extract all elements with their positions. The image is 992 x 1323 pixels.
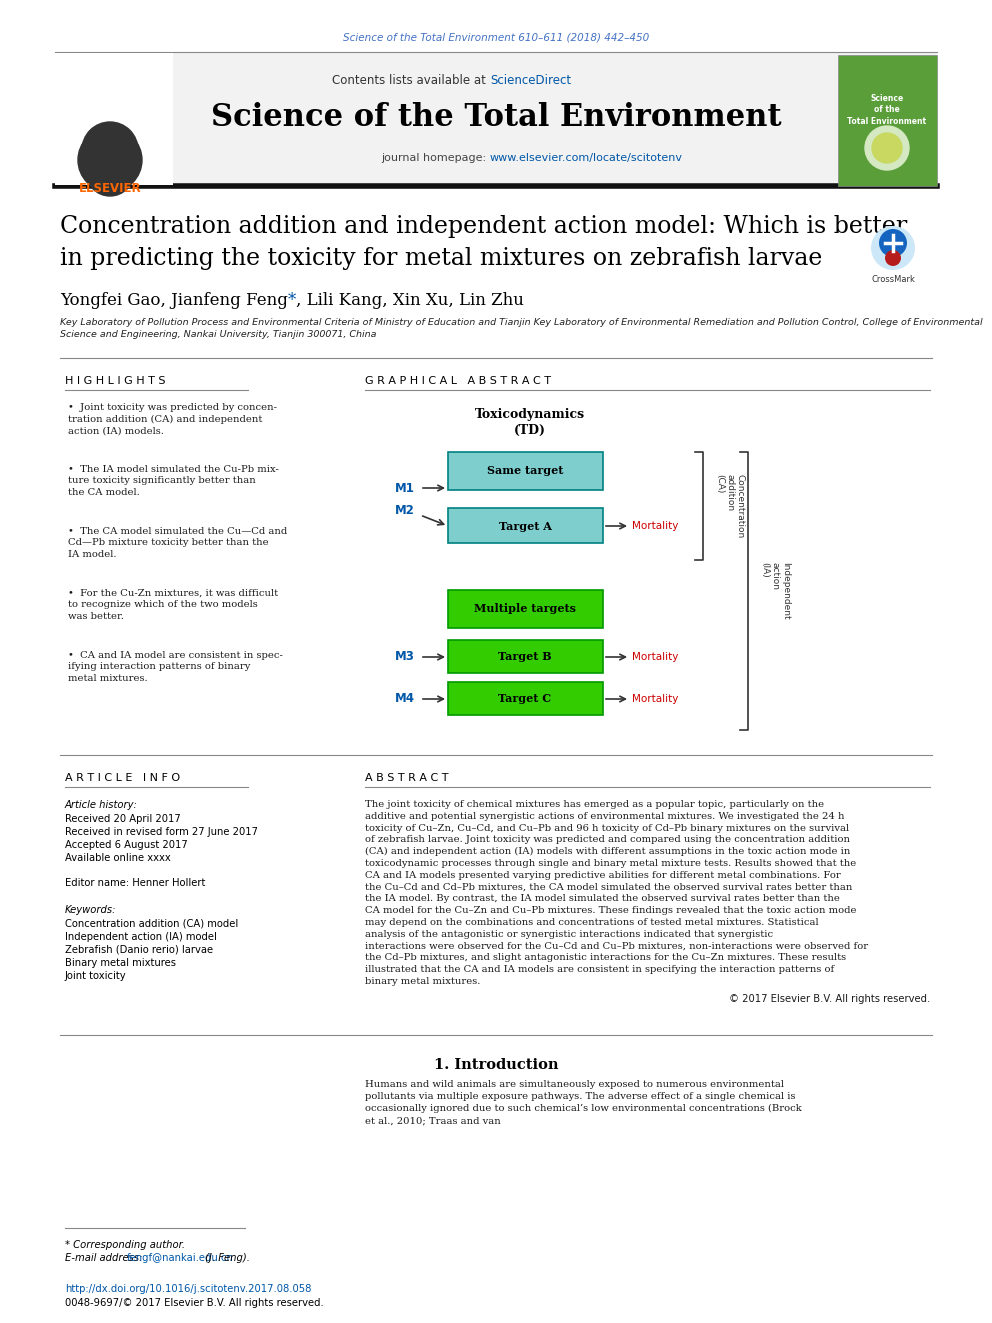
Text: Available online xxxx: Available online xxxx [65, 853, 171, 863]
Text: Science of the Total Environment: Science of the Total Environment [210, 102, 782, 134]
Text: Target A: Target A [499, 520, 552, 532]
Text: A R T I C L E   I N F O: A R T I C L E I N F O [65, 773, 181, 783]
Text: Independent action (IA) model: Independent action (IA) model [65, 931, 217, 942]
Circle shape [78, 128, 142, 192]
Text: pollutants via multiple exposure pathways. The adverse effect of a single chemic: pollutants via multiple exposure pathway… [365, 1091, 796, 1101]
Text: M3: M3 [395, 651, 415, 664]
Text: , Lili Kang, Xin Xu, Lin Zhu: , Lili Kang, Xin Xu, Lin Zhu [296, 292, 524, 310]
Text: (TD): (TD) [514, 423, 546, 437]
Text: ScienceDirect: ScienceDirect [490, 74, 571, 86]
Text: of zebrafish larvae. Joint toxicity was predicted and compared using the concent: of zebrafish larvae. Joint toxicity was … [365, 835, 850, 844]
Text: M1: M1 [395, 482, 415, 495]
Text: •  Joint toxicity was predicted by concen-
tration addition (CA) and independent: • Joint toxicity was predicted by concen… [68, 404, 277, 435]
Text: http://dx.doi.org/10.1016/j.scitotenv.2017.08.058: http://dx.doi.org/10.1016/j.scitotenv.20… [65, 1285, 311, 1294]
Bar [448, 681, 603, 714]
Text: Contents lists available at: Contents lists available at [332, 74, 490, 86]
Text: E-mail address:: E-mail address: [65, 1253, 146, 1263]
Text: Mortality: Mortality [632, 652, 679, 662]
Text: A B S T R A C T: A B S T R A C T [365, 773, 448, 783]
Text: © 2017 Elsevier B.V. All rights reserved.: © 2017 Elsevier B.V. All rights reserved… [729, 994, 930, 1004]
Text: Accepted 6 August 2017: Accepted 6 August 2017 [65, 840, 187, 849]
Text: may depend on the combinations and concentrations of tested metal mixtures. Stat: may depend on the combinations and conce… [365, 918, 818, 927]
Text: Science
of the
Total Environment: Science of the Total Environment [847, 94, 927, 126]
Text: 1. Introduction: 1. Introduction [434, 1058, 558, 1072]
Text: Science of the Total Environment 610–611 (2018) 442–450: Science of the Total Environment 610–611… [343, 33, 649, 44]
Bar [448, 452, 603, 490]
Text: CA and IA models presented varying predictive abilities for different metal comb: CA and IA models presented varying predi… [365, 871, 841, 880]
Text: analysis of the antagonistic or synergistic interactions indicated that synergis: analysis of the antagonistic or synergis… [365, 930, 773, 939]
Text: •  CA and IA model are consistent in spec-
ifying interaction patterns of binary: • CA and IA model are consistent in spec… [68, 651, 283, 683]
Text: toxicodynamic processes through single and binary metal mixture tests. Results s: toxicodynamic processes through single a… [365, 859, 856, 868]
Text: Zebrafish (Danio rerio) larvae: Zebrafish (Danio rerio) larvae [65, 945, 213, 955]
Text: Yongfei Gao, Jianfeng Feng: Yongfei Gao, Jianfeng Feng [60, 292, 293, 310]
Circle shape [86, 148, 134, 196]
Text: Same target: Same target [487, 466, 563, 476]
Text: Binary metal mixtures: Binary metal mixtures [65, 958, 176, 968]
Text: CrossMark: CrossMark [871, 275, 915, 284]
Text: journal homepage:: journal homepage: [381, 153, 490, 163]
Text: interactions were observed for the Cu–Cd and Cu–Pb mixtures, non-interactions we: interactions were observed for the Cu–Cd… [365, 942, 868, 951]
Text: et al., 2010; Traas and van: et al., 2010; Traas and van [365, 1117, 501, 1125]
Circle shape [865, 126, 909, 169]
Text: •  The CA model simulated the Cu—Cd and
Cd—Pb mixture toxicity better than the
I: • The CA model simulated the Cu—Cd and C… [68, 527, 288, 558]
Text: Joint toxicity: Joint toxicity [65, 971, 127, 980]
Text: Target B: Target B [498, 651, 552, 663]
Text: •  The IA model simulated the Cu-Pb mix-
ture toxicity significantly better than: • The IA model simulated the Cu-Pb mix- … [68, 464, 279, 497]
Text: Key Laboratory of Pollution Process and Environmental Criteria of Ministry of Ed: Key Laboratory of Pollution Process and … [60, 318, 983, 339]
Bar [448, 508, 603, 542]
Text: (J. Feng).: (J. Feng). [202, 1253, 250, 1263]
Text: ELSEVIER: ELSEVIER [78, 181, 141, 194]
Circle shape [885, 250, 901, 266]
Polygon shape [107, 168, 113, 183]
Text: Received in revised form 27 June 2017: Received in revised form 27 June 2017 [65, 827, 258, 837]
Text: occasionally ignored due to such chemical’s low environmental concentrations (Br: occasionally ignored due to such chemica… [365, 1103, 802, 1113]
Text: the Cu–Cd and Cd–Pb mixtures, the CA model simulated the observed survival rates: the Cu–Cd and Cd–Pb mixtures, the CA mod… [365, 882, 852, 892]
Bar [55, 53, 937, 185]
Text: M2: M2 [395, 504, 415, 516]
Circle shape [871, 226, 915, 270]
Text: the Cd–Pb mixtures, and slight antagonistic interactions for the Cu–Zn mixtures.: the Cd–Pb mixtures, and slight antagonis… [365, 954, 846, 962]
Text: Humans and wild animals are simultaneously exposed to numerous environmental: Humans and wild animals are simultaneous… [365, 1080, 784, 1089]
Text: * Corresponding author.: * Corresponding author. [65, 1240, 185, 1250]
Text: *: * [288, 292, 297, 310]
Bar [448, 590, 603, 628]
Text: Editor name: Henner Hollert: Editor name: Henner Hollert [65, 878, 205, 888]
Text: Mortality: Mortality [632, 695, 679, 704]
Text: toxicity of Cu–Zn, Cu–Cd, and Cu–Pb and 96 h toxicity of Cd–Pb binary mixtures o: toxicity of Cu–Zn, Cu–Cd, and Cu–Pb and … [365, 824, 849, 832]
Text: Independent
action
(IA): Independent action (IA) [760, 562, 790, 619]
Text: www.elsevier.com/locate/scitotenv: www.elsevier.com/locate/scitotenv [490, 153, 683, 163]
Bar [448, 640, 603, 673]
Text: the IA model. By contrast, the IA model simulated the observed survival rates be: the IA model. By contrast, the IA model … [365, 894, 840, 904]
Text: illustrated that the CA and IA models are consistent in specifying the interacti: illustrated that the CA and IA models ar… [365, 966, 834, 974]
Text: Concentration
addition
(CA): Concentration addition (CA) [715, 474, 745, 538]
Text: (CA) and independent action (IA) models with different assumptions in the toxic : (CA) and independent action (IA) models … [365, 847, 850, 856]
Text: G R A P H I C A L   A B S T R A C T: G R A P H I C A L A B S T R A C T [365, 376, 551, 386]
Circle shape [872, 134, 902, 163]
Text: Toxicodynamics: Toxicodynamics [475, 407, 585, 421]
Bar [55, 53, 173, 185]
Text: M4: M4 [395, 692, 415, 705]
Circle shape [82, 122, 138, 179]
Text: 0048-9697/© 2017 Elsevier B.V. All rights reserved.: 0048-9697/© 2017 Elsevier B.V. All right… [65, 1298, 323, 1308]
Text: Article history:: Article history: [65, 800, 138, 810]
Text: Multiple targets: Multiple targets [474, 603, 576, 614]
Text: Target C: Target C [498, 693, 552, 705]
Circle shape [879, 229, 907, 257]
Text: binary metal mixtures.: binary metal mixtures. [365, 976, 480, 986]
Text: Keywords:: Keywords: [65, 905, 116, 916]
Text: Mortality: Mortality [632, 521, 679, 531]
Text: Received 20 April 2017: Received 20 April 2017 [65, 814, 181, 824]
Text: •  For the Cu-Zn mixtures, it was difficult
to recognize which of the two models: • For the Cu-Zn mixtures, it was difficu… [68, 589, 278, 620]
Text: The joint toxicity of chemical mixtures has emerged as a popular topic, particul: The joint toxicity of chemical mixtures … [365, 800, 824, 808]
Text: fengf@nankai.edu.cn: fengf@nankai.edu.cn [127, 1253, 234, 1263]
Text: additive and potential synergistic actions of environmental mixtures. We investi: additive and potential synergistic actio… [365, 812, 844, 820]
Text: Concentration addition (CA) model: Concentration addition (CA) model [65, 919, 238, 929]
Bar [838, 56, 937, 187]
Text: H I G H L I G H T S: H I G H L I G H T S [65, 376, 166, 386]
Text: CA model for the Cu–Zn and Cu–Pb mixtures. These findings revealed that the toxi: CA model for the Cu–Zn and Cu–Pb mixture… [365, 906, 856, 916]
Text: Concentration addition and independent action model: Which is better
in predicti: Concentration addition and independent a… [60, 216, 908, 270]
